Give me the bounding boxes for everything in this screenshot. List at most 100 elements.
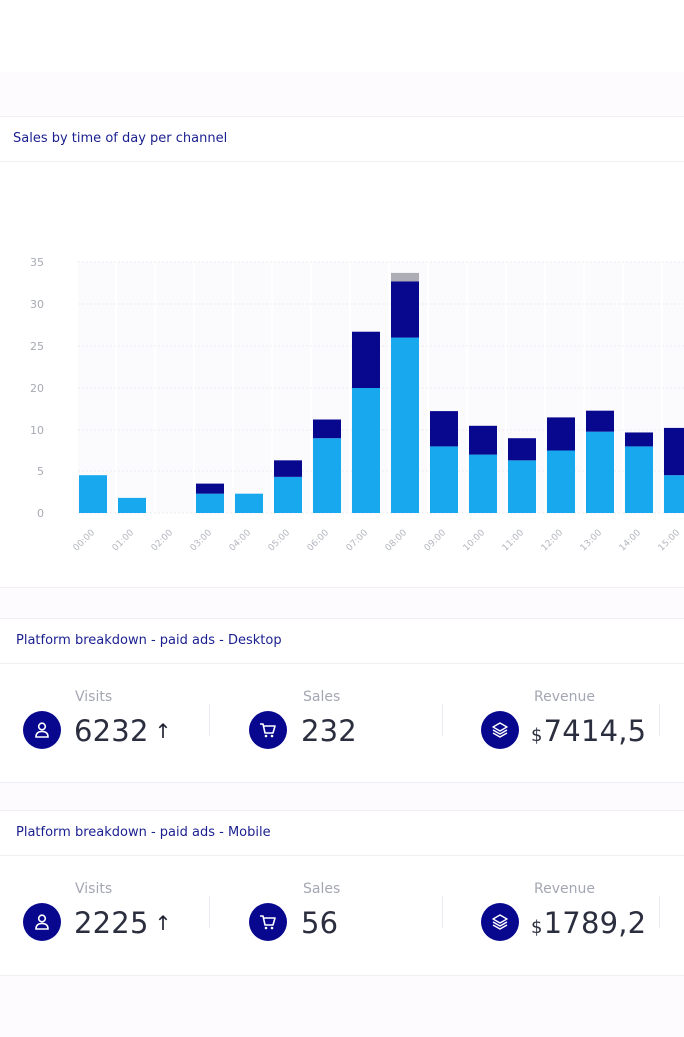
x-tick-label: 02:00 <box>150 528 176 554</box>
chart-column-band <box>78 262 115 513</box>
x-tick-label: 06:00 <box>306 528 332 554</box>
chart-bar <box>391 337 419 513</box>
chart-bar <box>352 331 380 388</box>
x-tick-label: 14:00 <box>618 528 644 554</box>
visits-number: 6232 <box>74 714 149 748</box>
chart-bar <box>586 410 614 432</box>
y-tick-label: 0 <box>37 507 44 520</box>
metric-divider <box>442 896 443 928</box>
arrow-up-icon: ↑ <box>154 911 172 935</box>
chart-bar <box>313 438 341 513</box>
chart-bar <box>196 493 224 513</box>
sales-chart-svg: 0 5 10 20 25 30 35 00:00 01:00 02:00 03:00 04:00 05:… <box>30 256 684 554</box>
chart-bar <box>508 460 536 513</box>
arrow-up-icon: ↑ <box>154 719 172 743</box>
page-background-band <box>0 72 684 116</box>
chart-column-band <box>234 262 271 513</box>
layers-icon <box>481 903 519 941</box>
y-tick-label: 35 <box>30 256 44 269</box>
chart-bar <box>118 497 146 513</box>
chart-bar <box>625 432 653 447</box>
page-background-band <box>0 782 684 810</box>
desktop-sales-metric: Sales 232 <box>210 664 442 782</box>
chart-bar <box>391 281 419 338</box>
x-tick-label: 04:00 <box>228 528 254 554</box>
y-tick-label: 5 <box>37 465 44 478</box>
x-tick-label: 05:00 <box>267 528 293 554</box>
chart-bar <box>391 272 419 282</box>
sales-label: Sales <box>303 881 341 897</box>
chart-bar <box>430 446 458 513</box>
x-tick-label: 07:00 <box>345 528 371 554</box>
mobile-visits-metric: Visits 2225 ↑ <box>0 856 210 974</box>
visits-number: 2225 <box>74 906 149 940</box>
chart-bar <box>196 483 224 494</box>
revenue-value: $7414,5 <box>531 714 646 748</box>
metric-divider <box>442 704 443 736</box>
x-tick-label: 09:00 <box>423 528 449 554</box>
chart-bar <box>469 454 497 513</box>
chart-column-band <box>195 262 232 513</box>
desktop-visits-metric: Visits 6232 ↑ <box>0 664 210 782</box>
chart-bar <box>430 411 458 447</box>
mobile-breakdown-card: Platform breakdown - paid ads - Mobile V… <box>0 810 684 976</box>
x-tick-label: 12:00 <box>540 528 566 554</box>
chart-bar <box>313 419 341 439</box>
sales-value: 56 <box>301 906 339 940</box>
mobile-revenue-metric: Revenue $1789,2 <box>442 856 660 974</box>
y-tick-label: 30 <box>30 298 44 311</box>
mobile-sales-metric: Sales 56 <box>210 856 442 974</box>
x-tick-label: 15:00 <box>657 528 683 554</box>
chart-bar <box>664 475 684 513</box>
chart-bar <box>274 476 302 513</box>
chart-bar <box>547 450 575 513</box>
revenue-value: $1789,2 <box>531 906 646 940</box>
mobile-breakdown-title: Platform breakdown - paid ads - Mobile <box>0 811 684 856</box>
user-icon <box>23 711 61 749</box>
visits-value: 6232 ↑ <box>74 714 172 748</box>
x-tick-label: 01:00 <box>111 528 137 554</box>
chart-bar <box>586 431 614 513</box>
revenue-number: 1789,2 <box>543 906 647 940</box>
chart-bar <box>625 446 653 513</box>
x-tick-label: 08:00 <box>384 528 410 554</box>
desktop-breakdown-title: Platform breakdown - paid ads - Desktop <box>0 619 684 664</box>
page-background-band <box>0 975 684 1037</box>
y-tick-label: 20 <box>30 382 44 395</box>
chart-bar <box>664 427 684 476</box>
metric-divider <box>659 896 660 928</box>
sales-value: 232 <box>301 714 357 748</box>
x-tick-label: 03:00 <box>189 528 215 554</box>
revenue-label: Revenue <box>534 881 595 897</box>
layers-icon <box>481 711 519 749</box>
sales-chart-title: Sales by time of day per channel <box>0 117 684 162</box>
metric-divider <box>659 704 660 736</box>
chart-bar <box>547 417 575 451</box>
x-tick-label: 11:00 <box>501 528 527 554</box>
currency-symbol: $ <box>531 725 543 746</box>
visits-value: 2225 ↑ <box>74 906 172 940</box>
cart-icon <box>249 711 287 749</box>
metric-divider <box>209 896 210 928</box>
y-tick-label: 25 <box>30 340 44 353</box>
visits-label: Visits <box>75 689 113 705</box>
x-tick-label: 10:00 <box>462 528 488 554</box>
mobile-metrics: Visits 2225 ↑ Sales 56 Revenue $1789,2 <box>0 856 684 974</box>
sales-chart-card: Sales by time of day per channel 0 5 10 20 2… <box>0 116 684 588</box>
revenue-label: Revenue <box>534 689 595 705</box>
desktop-breakdown-card: Platform breakdown - paid ads - Desktop … <box>0 618 684 783</box>
sales-label: Sales <box>303 689 341 705</box>
chart-bar <box>274 460 302 477</box>
currency-symbol: $ <box>531 917 543 938</box>
cart-icon <box>249 903 287 941</box>
desktop-revenue-metric: Revenue $7414,5 <box>442 664 660 782</box>
visits-label: Visits <box>75 881 113 897</box>
x-tick-label: 00:00 <box>72 528 98 554</box>
chart-bar <box>79 475 107 513</box>
chart-bar <box>235 493 263 513</box>
chart-bar <box>508 438 536 461</box>
y-tick-label: 10 <box>30 424 44 437</box>
metric-divider <box>209 704 210 736</box>
sales-chart: 0 5 10 20 25 30 35 00:00 01:00 02:00 03:00 04:00 05:… <box>0 162 684 587</box>
chart-bar <box>352 388 380 513</box>
